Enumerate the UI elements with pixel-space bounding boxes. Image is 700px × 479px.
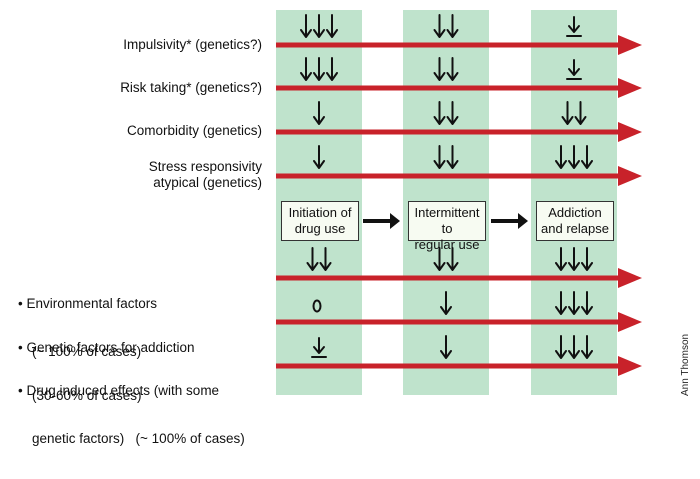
- down-arrow-icon: [561, 101, 574, 125]
- stage-box-line: Initiation of: [288, 205, 352, 220]
- row-label-comorbidity: Comorbidity (genetics): [126, 123, 262, 138]
- down-arrow-icon: [313, 101, 325, 125]
- down-arrow-icon: [440, 291, 452, 315]
- arrowhead-icon: [618, 356, 642, 376]
- floored-down-arrow-icon: [566, 16, 582, 37]
- bullet-label-environmental: • Environmental factors (~ 100% of cases…: [18, 264, 157, 392]
- bullet-line: genetic factors) (~ 100% of cases): [32, 431, 245, 446]
- arrowhead-icon: [618, 166, 642, 186]
- stage-box-initiation: Initiation of drug use: [281, 201, 359, 241]
- down-arrow-icon: [326, 14, 338, 38]
- down-arrow-icon: [433, 145, 446, 169]
- down-arrow-icon: [446, 14, 459, 38]
- stage-box-line: drug use: [294, 221, 346, 236]
- progression-line: [276, 42, 620, 48]
- bullet-line: • Drug induced effects (with some: [18, 383, 220, 398]
- down-arrow-icon: [446, 145, 459, 169]
- bullet-line: • Environmental factors: [18, 296, 158, 311]
- row-label-risk-taking: Risk taking* (genetics?): [120, 80, 262, 95]
- row-label-impulsivity: Impulsivity* (genetics?): [123, 37, 262, 52]
- down-arrow-icon: [568, 247, 580, 271]
- down-arrow-icon: [433, 57, 446, 81]
- down-arrow-icon: [440, 335, 452, 359]
- zero-marker: [312, 299, 322, 313]
- bullet-label-genetic: • Genetic factors for addiction (30-60% …: [18, 308, 195, 436]
- down-arrow-icon: [433, 14, 446, 38]
- flow-arrowhead-icon: [390, 213, 400, 229]
- flow-arrowhead-icon: [518, 213, 528, 229]
- progression-line: [276, 319, 620, 325]
- floored-down-arrow-icon: [566, 59, 582, 80]
- progression-line: [276, 275, 620, 281]
- down-arrow-icon: [568, 145, 580, 169]
- down-arrow-icon: [313, 145, 325, 169]
- down-arrow-icon: [581, 145, 593, 169]
- down-arrow-icon: [555, 145, 567, 169]
- bullet-line: • Genetic factors for addiction: [18, 340, 195, 355]
- down-arrow-icon: [300, 57, 312, 81]
- arrowhead-icon: [618, 312, 642, 332]
- arrowhead-icon: [618, 268, 642, 288]
- stage-box-line: Intermittent to: [414, 205, 480, 236]
- down-arrow-icon: [446, 247, 459, 271]
- down-arrow-icon: [555, 335, 567, 359]
- down-arrow-icon: [313, 14, 325, 38]
- progression-line: [276, 85, 620, 91]
- flow-arrow-shaft: [491, 219, 520, 223]
- down-arrow-icon: [568, 291, 580, 315]
- down-arrow-icon: [555, 291, 567, 315]
- down-arrow-icon: [433, 247, 446, 271]
- bullet-label-drug-induced: • Drug induced effects (with some geneti…: [18, 351, 245, 479]
- credit-text: Ann Thomson: [680, 333, 691, 396]
- progression-line: [276, 129, 620, 135]
- stage-box-regular-use: Intermittent to regular use: [408, 201, 486, 252]
- diagram-canvas: Impulsivity* (genetics?) Risk taking* (g…: [18, 10, 691, 446]
- arrowhead-icon: [618, 78, 642, 98]
- stage-box-line: Addiction: [548, 205, 602, 220]
- progression-line: [276, 363, 620, 369]
- progression-line: [276, 173, 620, 179]
- row-label-stress-responsivity: Stress responsivity atypical (genetics): [148, 159, 262, 190]
- down-arrow-icon: [433, 101, 446, 125]
- down-arrow-icon: [313, 57, 325, 81]
- down-arrow-icon: [306, 247, 319, 271]
- down-arrow-icon: [300, 14, 312, 38]
- bullet-line: (~ 100% of cases): [32, 344, 142, 359]
- down-arrow-icon: [446, 57, 459, 81]
- down-arrow-icon: [555, 247, 567, 271]
- arrowhead-icon: [618, 122, 642, 142]
- stage-box-line: and relapse: [541, 221, 609, 236]
- arrowhead-icon: [618, 35, 642, 55]
- bullet-line: (30-60% of cases): [32, 388, 142, 403]
- flow-arrow-shaft: [363, 219, 392, 223]
- stage-box-line: regular use: [414, 237, 480, 252]
- down-arrow-icon: [568, 335, 580, 359]
- down-arrow-icon: [581, 247, 593, 271]
- down-arrow-icon: [581, 335, 593, 359]
- arrows-layer: [276, 14, 642, 376]
- down-arrow-icon: [319, 247, 332, 271]
- floored-down-arrow-icon: [311, 337, 327, 358]
- down-arrow-icon: [574, 101, 587, 125]
- down-arrow-icon: [326, 57, 338, 81]
- stage-box-addiction: Addiction and relapse: [536, 201, 614, 241]
- down-arrow-icon: [446, 101, 459, 125]
- down-arrow-icon: [581, 291, 593, 315]
